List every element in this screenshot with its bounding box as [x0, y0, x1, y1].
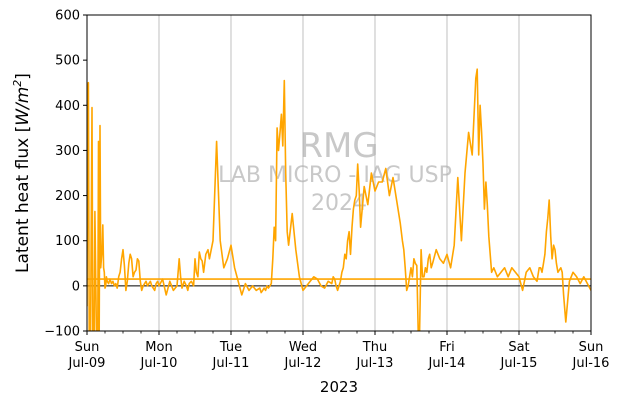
x-tick-day-0: Sun — [75, 340, 100, 355]
x-tick-date-5: Jul-14 — [428, 356, 466, 371]
x-tick-day-1: Mon — [145, 340, 172, 355]
x-axis: SunJul-09MonJul-10TueJul-11WedJul-12ThuJ… — [68, 331, 610, 371]
watermark-lab: LAB MICRO - IAG USP — [218, 163, 452, 188]
y-axis: −100 0 100 200 300 400 500 600 — [44, 9, 87, 340]
y-axis-label: Latent heat flux [W/m2] — [11, 73, 33, 273]
y-axis-label-close: ] — [13, 73, 33, 80]
series-line-0 — [87, 68, 591, 331]
x-tick-date-6: Jul-15 — [500, 356, 538, 371]
watermark: RMG LAB MICRO - IAG USP 2024 — [218, 126, 452, 216]
watermark-year: 2024 — [311, 191, 367, 216]
x-tick-day-5: Fri — [439, 340, 455, 355]
x-tick-date-4: Jul-13 — [356, 356, 394, 371]
watermark-title: RMG — [299, 126, 378, 166]
y-tick-label-5: 400 — [55, 99, 80, 114]
x-tick-day-3: Wed — [289, 340, 317, 355]
x-tick-date-0: Jul-09 — [68, 356, 106, 371]
y-tick-label-4: 300 — [55, 144, 80, 159]
y-axis-label-main: Latent heat flux [ — [13, 126, 33, 273]
x-tick-day-4: Thu — [362, 340, 387, 355]
x-tick-day-6: Sat — [508, 340, 529, 355]
y-tick-label-7: 600 — [55, 9, 80, 24]
y-axis-label-unit: W/m — [13, 87, 33, 126]
series-layer — [87, 68, 591, 331]
y-tick-label-3: 200 — [55, 189, 80, 204]
x-tick-date-7: Jul-16 — [572, 356, 610, 371]
x-tick-day-2: Tue — [219, 340, 242, 355]
y-tick-label-6: 500 — [55, 54, 80, 69]
x-tick-date-3: Jul-12 — [284, 356, 322, 371]
y-tick-label-1: 0 — [72, 279, 80, 294]
x-tick-date-1: Jul-10 — [140, 356, 178, 371]
x-axis-label: 2023 — [320, 378, 358, 396]
y-tick-label-2: 100 — [55, 234, 80, 249]
x-tick-day-7: Sun — [579, 340, 604, 355]
y-tick-label-0: −100 — [44, 325, 80, 340]
y-axis-label-exponent: 2 — [11, 80, 24, 87]
x-tick-date-2: Jul-11 — [212, 356, 250, 371]
